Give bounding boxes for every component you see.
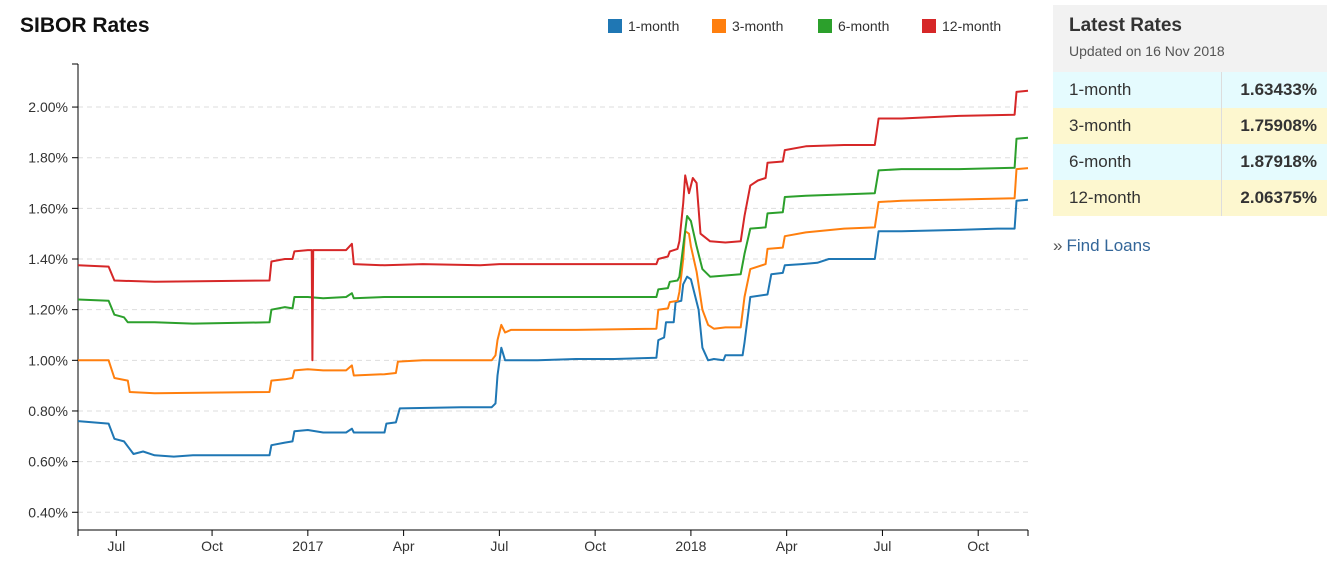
rate-name: 3-month <box>1069 116 1132 135</box>
y-tick-label: 1.40% <box>28 251 68 267</box>
legend-swatch-3-month <box>712 19 726 33</box>
sibor-line-chart: 0.40% 0.60% 0.80% 1.00% 1.20% 1.40% 1.60% 1.80%… <box>28 63 1029 554</box>
x-tick-label: Oct <box>584 538 606 554</box>
rate-value: 1.75908% <box>1221 108 1327 144</box>
rate-row-6-month: 6-month 1.87918% <box>1053 144 1327 180</box>
legend-item-12-month[interactable]: 12-month <box>922 18 1001 34</box>
series-line-6-month <box>77 136 1029 325</box>
y-tick-label: 0.80% <box>28 403 68 419</box>
x-tick-label: Jul <box>873 538 891 554</box>
y-tick-label: 1.80% <box>28 150 68 166</box>
latest-rates-title: Latest Rates <box>1069 15 1182 36</box>
legend-label-3-month: 3-month <box>732 18 784 34</box>
y-tick-label: 2.00% <box>28 99 68 115</box>
latest-rates-updated: Updated on 16 Nov 2018 <box>1069 43 1225 59</box>
legend-item-6-month[interactable]: 6-month <box>818 18 922 34</box>
legend-label-6-month: 6-month <box>838 18 890 34</box>
chart-title: SIBOR Rates <box>20 14 150 37</box>
rate-row-3-month: 3-month 1.75908% <box>1053 108 1327 144</box>
rate-value: 1.87918% <box>1221 144 1327 180</box>
rate-value: 2.06375% <box>1221 180 1327 216</box>
y-tick-label: 0.60% <box>28 454 68 470</box>
x-tick-label: Apr <box>393 538 415 554</box>
legend-label-12-month: 12-month <box>942 18 1002 34</box>
y-tick-label: 1.00% <box>28 352 68 368</box>
y-tick-label: 0.40% <box>28 504 68 520</box>
series-line-1-month <box>77 198 1029 458</box>
rate-value: 1.63433% <box>1221 72 1327 108</box>
x-tick-label: 2018 <box>675 538 706 554</box>
latest-rates-header: Latest Rates Updated on 16 Nov 2018 <box>1053 5 1327 72</box>
legend-item-3-month[interactable]: 3-month <box>712 18 818 34</box>
legend-label-1-month: 1-month <box>628 18 680 34</box>
find-loans-link-wrap: » Find Loans <box>1053 236 1151 256</box>
x-tick-label: Jul <box>107 538 125 554</box>
chart-legend: 1-month 3-month 6-month 12-month <box>608 18 1001 34</box>
series-line-3-month <box>78 167 1029 395</box>
y-tick-label: 1.60% <box>28 200 68 216</box>
x-tick-label: 2017 <box>292 538 323 554</box>
rate-name: 12-month <box>1069 188 1141 207</box>
find-loans-link[interactable]: Find Loans <box>1066 236 1151 255</box>
legend-swatch-1-month <box>608 19 622 33</box>
rate-row-1-month: 1-month 1.63433% <box>1053 72 1327 108</box>
rate-row-12-month: 12-month 2.06375% <box>1053 180 1327 216</box>
legend-swatch-6-month <box>818 19 832 33</box>
x-tick-label: Oct <box>201 538 223 554</box>
chevron-right-icon: » <box>1053 236 1063 255</box>
x-tick-label: Oct <box>967 538 989 554</box>
x-tick-label: Jul <box>490 538 508 554</box>
series-line-12-month <box>77 89 1029 362</box>
rate-name: 6-month <box>1069 152 1132 171</box>
rate-name: 1-month <box>1069 80 1132 99</box>
x-tick-label: Apr <box>776 538 798 554</box>
legend-item-1-month[interactable]: 1-month <box>608 18 712 34</box>
legend-swatch-12-month <box>922 19 936 33</box>
y-tick-label: 1.20% <box>28 302 68 318</box>
latest-rates-panel: Latest Rates Updated on 16 Nov 2018 1-mo… <box>1053 5 1327 216</box>
